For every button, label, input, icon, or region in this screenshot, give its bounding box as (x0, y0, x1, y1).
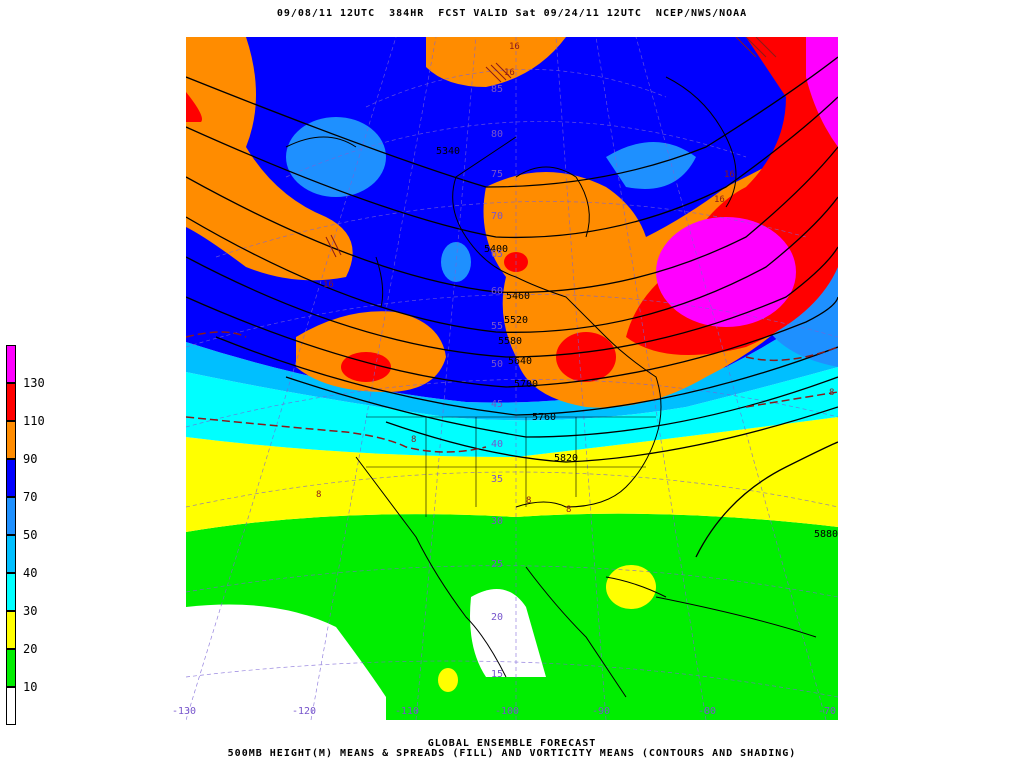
lon-label: -130 (172, 706, 197, 717)
contour-label: 5700 (514, 379, 538, 390)
legend-swatch-green (6, 649, 16, 687)
legend-swatch-deep-sky-blue (6, 535, 16, 573)
fill-dodger-blue-2 (441, 242, 471, 282)
lat-label: 80 (491, 129, 503, 140)
fill-magenta-corner (806, 37, 838, 147)
fill-cyan (186, 367, 838, 457)
contour-label: 5820 (554, 453, 578, 464)
legend-label: 40 (23, 566, 38, 580)
spread-label: 16 (504, 68, 515, 78)
spread-label: 16 (509, 42, 520, 52)
legend-swatch-magenta (6, 345, 16, 383)
fill-white-mexico (470, 589, 546, 677)
fill-magenta-atlantic (656, 217, 796, 327)
height-contours (186, 56, 838, 558)
fill-yellow-blob (606, 565, 656, 609)
legend-label: 90 (23, 452, 38, 466)
legend-swatch-white (6, 687, 16, 725)
contour-label: 5880 (814, 529, 838, 540)
spread-label: 16 (323, 280, 334, 290)
spread-label: 8 (566, 505, 571, 515)
spread-label: 16 (724, 170, 735, 180)
fill-yellow-small (438, 668, 458, 692)
spread-label: 8 (526, 496, 531, 506)
legend-label: 130 (23, 376, 45, 390)
fill-orange-top (426, 37, 566, 87)
footer-line-2: 500MB HEIGHT(M) MEANS & SPREADS (FILL) A… (227, 748, 797, 759)
lon-label: -80 (698, 706, 717, 717)
graticule (186, 37, 838, 720)
spread-label: 8 (316, 490, 321, 500)
borders (366, 416, 656, 517)
contour-label: 5760 (532, 412, 556, 423)
lon-label: -100 (495, 706, 520, 717)
fill-dodger-blue-1 (286, 117, 386, 197)
spread-label: 8 (411, 435, 416, 445)
fill-red-lakes (556, 332, 616, 382)
lat-label: 30 (491, 516, 503, 527)
fill-orange-west (186, 37, 353, 281)
lon-label: -120 (292, 706, 317, 717)
legend-swatch-red (6, 383, 16, 421)
legend-swatch-cyan (6, 573, 16, 611)
lat-label: 60 (491, 286, 503, 297)
legend-label: 10 (23, 680, 38, 694)
lat-label: 40 (491, 439, 503, 450)
lat-label: 70 (491, 211, 503, 222)
lat-label: 20 (491, 612, 503, 623)
spread-label: 16 (714, 195, 725, 205)
fill-white-southwest (186, 604, 386, 720)
lat-label: 35 (491, 474, 503, 485)
coastlines (285, 76, 817, 698)
legend-label: 20 (23, 642, 38, 656)
lat-label: 45 (491, 399, 503, 410)
legend-label: 50 (23, 528, 38, 542)
lat-label: 15 (491, 669, 503, 680)
contour-label: 5640 (508, 356, 532, 367)
lon-label: -90 (592, 706, 611, 717)
lat-label: 75 (491, 169, 503, 180)
contour-label: 5580 (498, 336, 522, 347)
fill-yellow (186, 417, 838, 532)
contour-label: 5460 (506, 291, 530, 302)
fill-red-nw (186, 92, 202, 122)
lon-label: -110 (395, 706, 420, 717)
lat-label: 55 (491, 321, 503, 332)
legend-label: 110 (23, 414, 45, 428)
footer-line-1: GLOBAL ENSEMBLE FORECAST (427, 738, 597, 749)
vorticity-hatch (325, 37, 777, 258)
contour-label: 5520 (504, 315, 528, 326)
fill-red-pacific (341, 352, 391, 382)
lat-label: 85 (491, 84, 503, 95)
map-canvas: 5340 5400 5460 5520 5580 5640 5700 5760 … (186, 37, 838, 720)
spread-label: 8 (829, 388, 834, 398)
lat-label: 50 (491, 359, 503, 370)
legend-swatch-yellow (6, 611, 16, 649)
fill-orange-pacific (296, 311, 446, 392)
lon-label: -70 (818, 706, 837, 717)
legend-label: 70 (23, 490, 38, 504)
map-title: 09/08/11 12UTC 384HR FCST VALID Sat 09/2… (276, 8, 748, 19)
forecast-map: 5340 5400 5460 5520 5580 5640 5700 5760 … (186, 37, 838, 720)
legend-swatch-dodger-blue (6, 497, 16, 535)
legend-swatch-orange (6, 421, 16, 459)
lat-label: 65 (491, 249, 503, 260)
legend-swatch-blue (6, 459, 16, 497)
spread-contours (186, 331, 838, 453)
contour-label: 5340 (436, 146, 460, 157)
lat-label: 25 (491, 559, 503, 570)
legend-label: 30 (23, 604, 38, 618)
contour-label: 5400 (484, 244, 508, 255)
